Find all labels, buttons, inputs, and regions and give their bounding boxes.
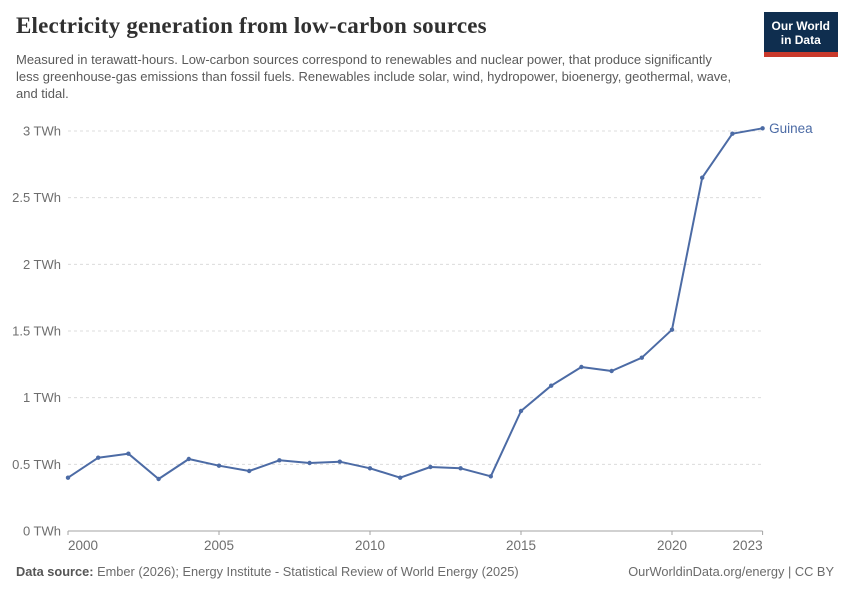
y-axis-tick-label: 0 TWh	[23, 524, 61, 539]
data-point-marker	[398, 475, 403, 480]
data-point-marker	[96, 455, 101, 460]
y-axis-tick-label: 1 TWh	[23, 390, 61, 405]
data-source-label: Data source:	[16, 564, 94, 579]
data-point-marker	[277, 458, 282, 463]
data-source-text: Ember (2026); Energy Institute - Statist…	[97, 564, 519, 579]
series-line	[67, 127, 764, 480]
x-axis-tick-label: 2020	[657, 538, 687, 553]
data-source: Data source: Ember (2026); Energy Instit…	[16, 564, 519, 579]
x-axis-tick-label: 2023	[733, 538, 763, 553]
owid-logo-line1: Our World	[771, 19, 830, 33]
data-point-marker	[760, 126, 765, 131]
data-point-marker	[428, 464, 433, 470]
chart-title: Electricity generation from low-carbon s…	[16, 13, 487, 38]
data-point-marker	[367, 466, 373, 471]
data-point-marker	[126, 451, 131, 456]
data-point-marker	[65, 475, 71, 480]
y-axis-tick-label: 2 TWh	[23, 257, 61, 272]
data-point-marker	[579, 364, 584, 370]
data-point-marker	[669, 327, 675, 332]
y-axis-tick-label: 2.5 TWh	[12, 190, 61, 205]
y-axis-tick-label: 0.5 TWh	[12, 457, 61, 472]
x-axis-tick-label: 2015	[506, 538, 536, 553]
data-point-marker	[247, 468, 252, 474]
x-axis-tick-label: 2010	[355, 538, 385, 553]
chart-subtitle: Measured in terawatt-hours. Low-carbon s…	[16, 52, 732, 101]
data-point-marker	[488, 474, 493, 479]
data-point-marker	[337, 459, 342, 464]
y-axis-tick-label: 1.5 TWh	[12, 324, 61, 339]
data-point-marker	[518, 408, 524, 414]
owid-logo-line2: in Data	[780, 33, 821, 48]
owid-footer-link[interactable]: OurWorldinData.org/energy | CC BY	[628, 564, 834, 579]
data-point-marker	[156, 476, 161, 482]
data-point-marker	[186, 456, 191, 462]
owid-logo[interactable]: Our World in Data	[763, 12, 838, 58]
data-point-marker	[639, 355, 644, 360]
x-axis-tick-label: 2000	[68, 538, 98, 553]
data-point-marker	[730, 131, 735, 136]
chart-footer: Data source: Ember (2026); Energy Instit…	[16, 564, 834, 579]
data-point-marker	[549, 383, 554, 388]
series-end-label: Guinea	[769, 121, 813, 136]
data-point-marker	[458, 466, 463, 471]
data-point-marker	[609, 368, 614, 374]
x-axis-tick-label: 2005	[204, 538, 234, 553]
data-point-marker	[216, 463, 222, 468]
data-point-marker	[307, 460, 312, 466]
y-axis-tick-label: 3 TWh	[23, 124, 61, 139]
data-point-marker	[700, 175, 705, 180]
